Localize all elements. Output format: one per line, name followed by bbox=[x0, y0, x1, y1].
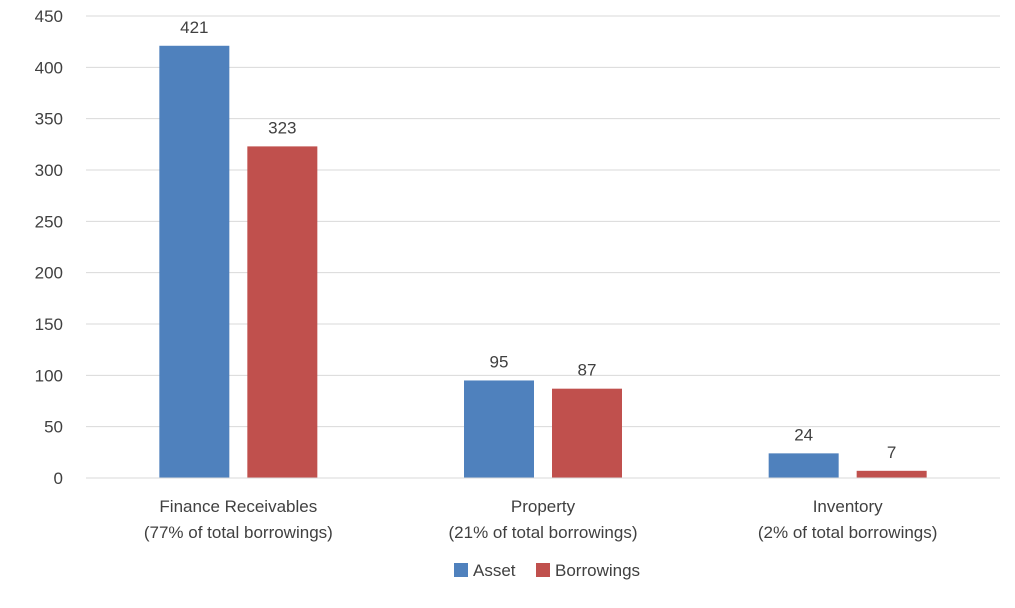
legend-label-asset: Asset bbox=[473, 561, 516, 580]
data-label-asset-0: 421 bbox=[180, 18, 208, 37]
bar-asset-2 bbox=[768, 453, 839, 478]
x-tick-label-2-0: Inventory bbox=[813, 497, 883, 516]
bar-asset-1 bbox=[464, 380, 534, 478]
y-tick-label: 350 bbox=[35, 110, 63, 129]
y-tick-label: 100 bbox=[35, 366, 63, 385]
x-tick-label-2-1: (2% of total borrowings) bbox=[758, 523, 938, 542]
legend: Asset Borrowings bbox=[454, 561, 640, 580]
x-tick-label-0-1: (77% of total borrowings) bbox=[144, 523, 333, 542]
data-label-borrowings-1: 87 bbox=[578, 361, 597, 380]
data-label-asset-2: 24 bbox=[794, 425, 813, 444]
y-tick-label: 50 bbox=[44, 418, 63, 437]
data-label-asset-1: 95 bbox=[490, 352, 509, 371]
data-labels: 421 323 95 87 24 7 bbox=[180, 18, 896, 462]
x-tick-label-0-0: Finance Receivables bbox=[159, 497, 317, 516]
y-tick-label: 0 bbox=[54, 469, 63, 488]
data-label-borrowings-2: 7 bbox=[887, 443, 896, 462]
gridlines bbox=[86, 15, 1000, 479]
bar-borrowings-0 bbox=[247, 146, 318, 479]
legend-item-asset: Asset bbox=[454, 561, 516, 580]
bars bbox=[159, 45, 927, 479]
y-tick-label: 400 bbox=[35, 58, 63, 77]
legend-swatch-asset bbox=[454, 563, 468, 577]
y-tick-label: 300 bbox=[35, 161, 63, 180]
x-tick-label-1-0: Property bbox=[511, 497, 576, 516]
bar-borrowings-2 bbox=[856, 470, 927, 478]
legend-item-borrowings: Borrowings bbox=[536, 561, 640, 580]
y-tick-label: 250 bbox=[35, 212, 63, 231]
bar-asset-0 bbox=[159, 45, 230, 478]
y-tick-label: 200 bbox=[35, 264, 63, 283]
bar-borrowings-1 bbox=[552, 388, 622, 478]
x-axis: Finance Receivables (77% of total borrowi… bbox=[86, 477, 1000, 542]
data-label-borrowings-0: 323 bbox=[268, 118, 296, 137]
x-tick-label-1-1: (21% of total borrowings) bbox=[449, 523, 638, 542]
y-axis-ticks: 0 50 100 150 200 250 300 350 400 450 bbox=[35, 7, 63, 488]
legend-label-borrowings: Borrowings bbox=[555, 561, 640, 580]
y-tick-label: 450 bbox=[35, 7, 63, 26]
y-tick-label: 150 bbox=[35, 315, 63, 334]
legend-swatch-borrowings bbox=[536, 563, 550, 577]
